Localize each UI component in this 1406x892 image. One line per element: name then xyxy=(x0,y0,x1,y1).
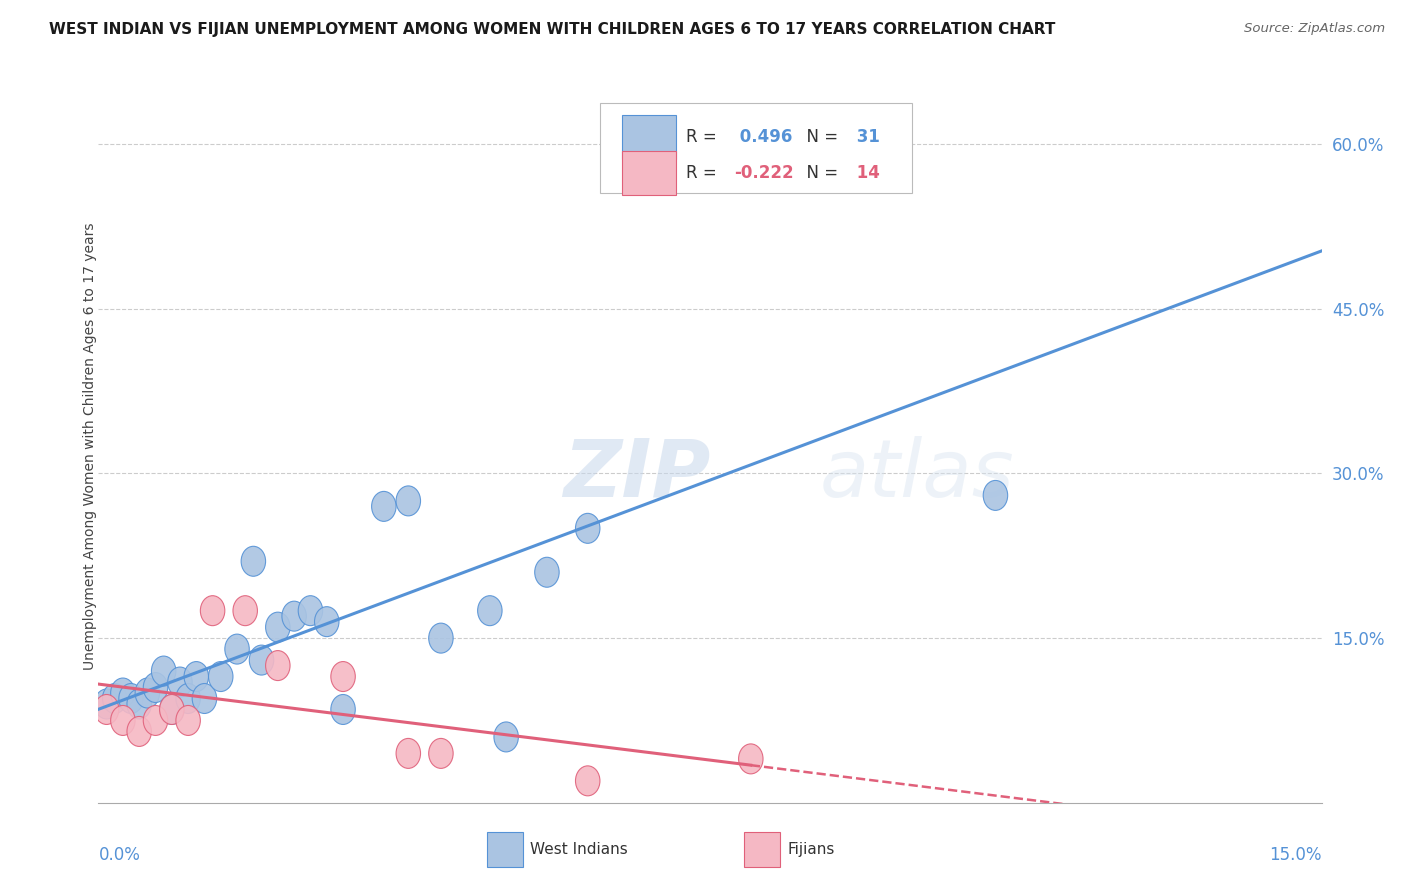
Ellipse shape xyxy=(127,716,152,747)
Ellipse shape xyxy=(983,481,1008,510)
Ellipse shape xyxy=(281,601,307,632)
Ellipse shape xyxy=(111,706,135,735)
Ellipse shape xyxy=(575,766,600,796)
Ellipse shape xyxy=(494,722,519,752)
Ellipse shape xyxy=(193,683,217,714)
Ellipse shape xyxy=(738,744,763,774)
Ellipse shape xyxy=(135,678,160,708)
Ellipse shape xyxy=(160,695,184,724)
Ellipse shape xyxy=(160,695,184,724)
Ellipse shape xyxy=(429,739,453,768)
Text: N =: N = xyxy=(796,128,838,146)
Text: 15.0%: 15.0% xyxy=(1270,846,1322,863)
Text: 31: 31 xyxy=(851,128,880,146)
Ellipse shape xyxy=(94,695,120,724)
Ellipse shape xyxy=(176,683,201,714)
Ellipse shape xyxy=(429,624,453,653)
Ellipse shape xyxy=(201,596,225,625)
Text: -0.222: -0.222 xyxy=(734,164,794,182)
Ellipse shape xyxy=(575,514,600,543)
Text: R =: R = xyxy=(686,128,716,146)
FancyBboxPatch shape xyxy=(600,103,912,193)
Ellipse shape xyxy=(738,162,763,192)
Text: WEST INDIAN VS FIJIAN UNEMPLOYMENT AMONG WOMEN WITH CHILDREN AGES 6 TO 17 YEARS : WEST INDIAN VS FIJIAN UNEMPLOYMENT AMONG… xyxy=(49,22,1056,37)
Text: Source: ZipAtlas.com: Source: ZipAtlas.com xyxy=(1244,22,1385,36)
Ellipse shape xyxy=(208,662,233,691)
Ellipse shape xyxy=(152,657,176,686)
Ellipse shape xyxy=(143,673,167,703)
Ellipse shape xyxy=(534,558,560,587)
Ellipse shape xyxy=(242,546,266,576)
Ellipse shape xyxy=(298,596,322,625)
Ellipse shape xyxy=(103,683,127,714)
Ellipse shape xyxy=(396,486,420,516)
Text: 0.496: 0.496 xyxy=(734,128,793,146)
Ellipse shape xyxy=(176,706,201,735)
Ellipse shape xyxy=(266,650,290,681)
Ellipse shape xyxy=(315,607,339,637)
Text: 14: 14 xyxy=(851,164,880,182)
Ellipse shape xyxy=(111,678,135,708)
Ellipse shape xyxy=(225,634,249,664)
Ellipse shape xyxy=(127,689,152,719)
Text: ZIP: ZIP xyxy=(564,435,710,514)
Ellipse shape xyxy=(330,695,356,724)
FancyBboxPatch shape xyxy=(621,151,676,194)
Text: Fijians: Fijians xyxy=(787,842,835,856)
FancyBboxPatch shape xyxy=(621,115,676,159)
Ellipse shape xyxy=(233,596,257,625)
FancyBboxPatch shape xyxy=(744,831,780,867)
Ellipse shape xyxy=(143,706,167,735)
Ellipse shape xyxy=(396,739,420,768)
Ellipse shape xyxy=(94,689,120,719)
Ellipse shape xyxy=(330,662,356,691)
FancyBboxPatch shape xyxy=(488,831,523,867)
Ellipse shape xyxy=(184,662,208,691)
Y-axis label: Unemployment Among Women with Children Ages 6 to 17 years: Unemployment Among Women with Children A… xyxy=(83,222,97,670)
Text: West Indians: West Indians xyxy=(530,842,628,856)
Ellipse shape xyxy=(478,596,502,625)
Ellipse shape xyxy=(167,667,193,697)
Ellipse shape xyxy=(249,645,274,675)
Ellipse shape xyxy=(371,491,396,521)
Text: 0.0%: 0.0% xyxy=(98,846,141,863)
Text: atlas: atlas xyxy=(820,435,1015,514)
Text: N =: N = xyxy=(796,164,838,182)
Ellipse shape xyxy=(120,683,143,714)
Ellipse shape xyxy=(266,612,290,642)
Text: R =: R = xyxy=(686,164,716,182)
